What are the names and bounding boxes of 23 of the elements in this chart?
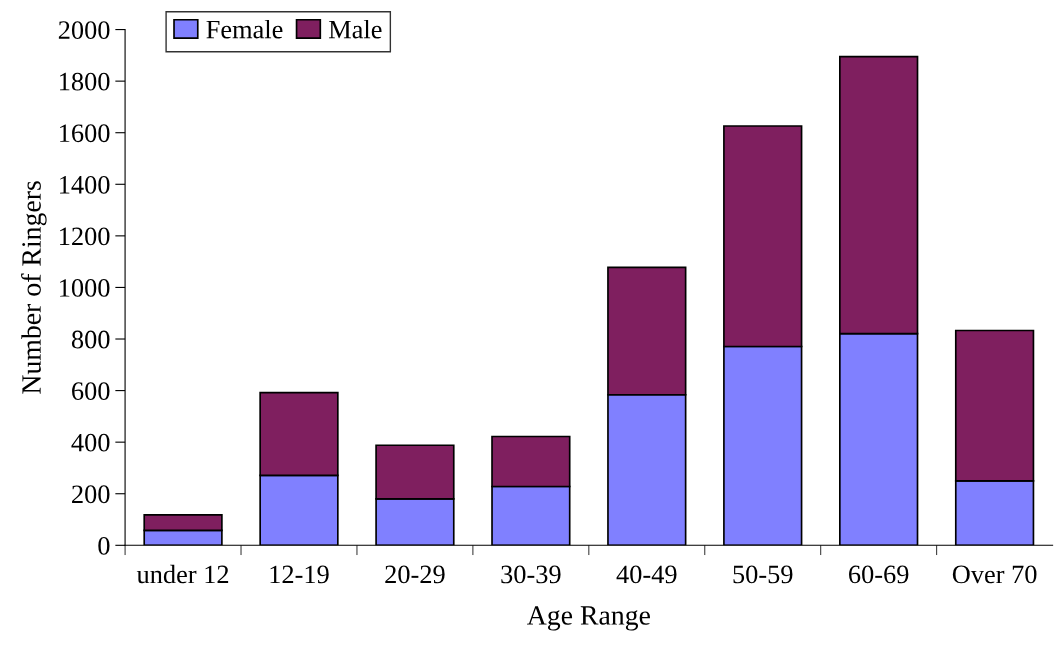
- y-tick-label: 800: [71, 330, 110, 349]
- x-tick-label: 60-69: [849, 565, 909, 584]
- y-tick-label: 400: [71, 433, 110, 452]
- y-tick-label: 1000: [60, 279, 110, 297]
- y-tick-label: 1800: [60, 72, 110, 91]
- y-axis-title: Number of Ringers: [21, 181, 47, 394]
- x-axis-title: Age Range: [527, 606, 650, 631]
- y-tick-label: 0: [98, 536, 110, 555]
- y-tick-label: 1400: [60, 175, 110, 194]
- x-tick-label: under 12: [136, 564, 229, 584]
- legend-label: Female: [206, 19, 283, 39]
- x-tick-label: 50-59: [733, 565, 793, 584]
- x-tick-label: Over 70: [952, 565, 1037, 584]
- y-tick-label: 2000: [58, 21, 110, 39]
- y-tick-label: 600: [72, 382, 110, 400]
- x-tick-label: 30-39: [501, 565, 561, 584]
- y-tick-label: 200: [72, 485, 110, 504]
- x-tick-label: 40-49: [616, 565, 677, 584]
- y-tick-label: 1200: [60, 227, 110, 246]
- x-tick-label: 20-29: [385, 565, 445, 584]
- legend-label: Male: [328, 19, 382, 39]
- x-tick-label: 12-19: [270, 565, 329, 584]
- y-tick-label: 1600: [60, 124, 110, 143]
